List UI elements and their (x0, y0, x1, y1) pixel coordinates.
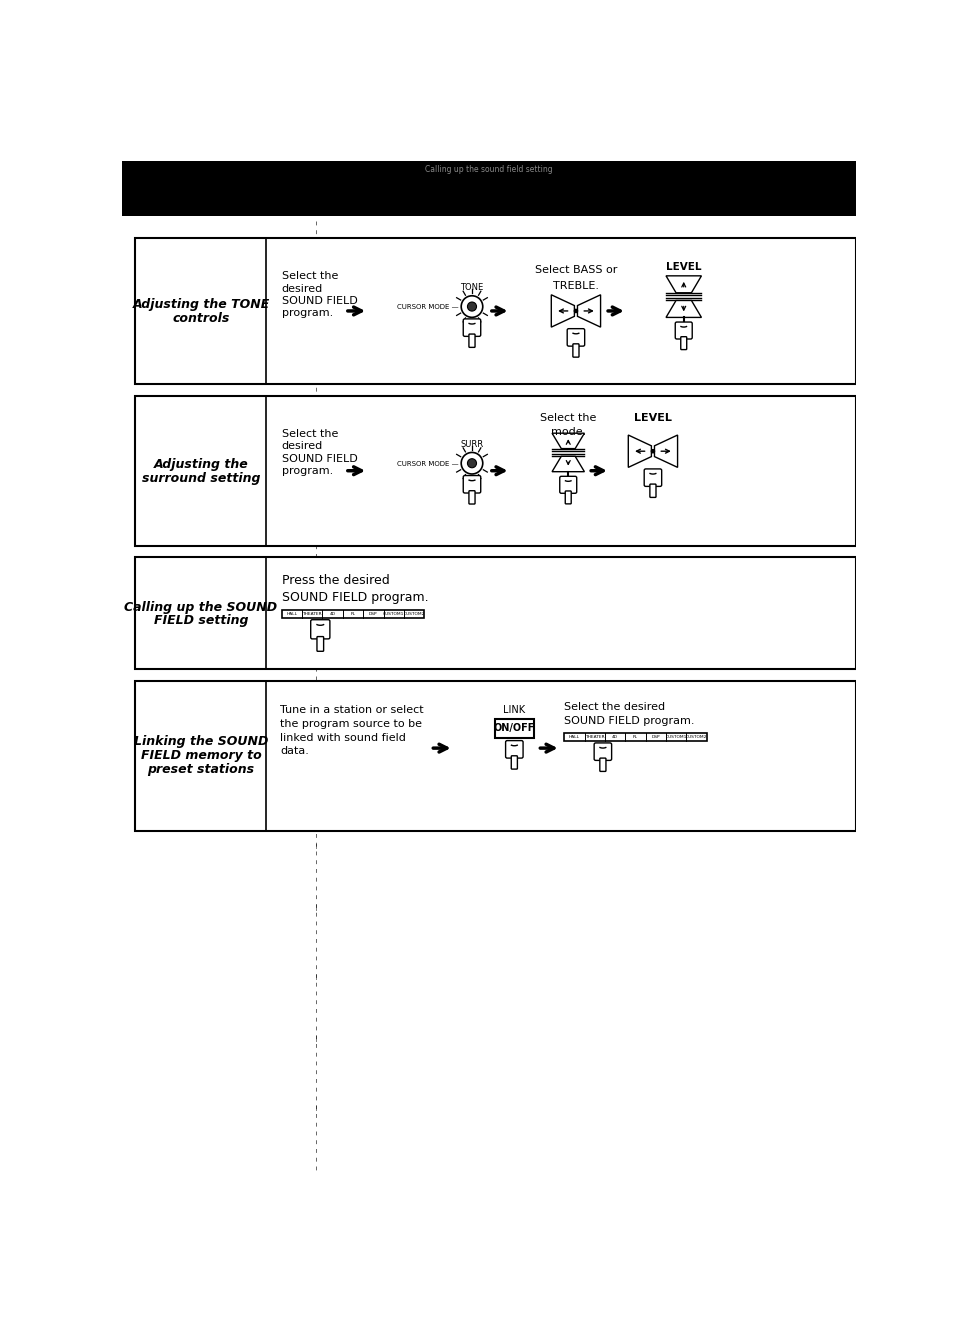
FancyBboxPatch shape (565, 490, 571, 504)
Circle shape (650, 449, 655, 453)
Text: CUSTOM2: CUSTOM2 (685, 736, 706, 740)
Polygon shape (552, 457, 584, 472)
Bar (135, 395, 856, 545)
Polygon shape (654, 436, 677, 468)
Text: desired: desired (281, 284, 323, 293)
Text: TONE: TONE (460, 283, 483, 292)
Text: CURSOR MODE —: CURSOR MODE — (396, 461, 458, 466)
Text: Tune in a station or select: Tune in a station or select (280, 705, 423, 714)
Text: SOUND FIELD: SOUND FIELD (281, 296, 357, 306)
Text: program.: program. (281, 308, 333, 319)
Circle shape (467, 302, 476, 311)
Text: THEATER: THEATER (302, 612, 322, 616)
Bar (495, 720, 533, 738)
Text: mode.: mode. (550, 426, 585, 437)
Text: CUSTOM1: CUSTOM1 (665, 736, 686, 740)
Text: PL: PL (633, 736, 638, 740)
FancyBboxPatch shape (469, 334, 475, 347)
Bar (135, 681, 856, 831)
Bar (564, 733, 706, 741)
FancyBboxPatch shape (680, 336, 686, 350)
Polygon shape (665, 276, 700, 292)
Text: SOUND FIELD: SOUND FIELD (281, 454, 357, 464)
Text: Select BASS or: Select BASS or (535, 265, 617, 275)
Text: 4D: 4D (612, 736, 618, 740)
Text: FIELD memory to: FIELD memory to (140, 749, 261, 762)
FancyBboxPatch shape (311, 619, 330, 639)
Circle shape (460, 453, 482, 474)
Text: surround setting: surround setting (142, 472, 260, 485)
FancyBboxPatch shape (594, 742, 611, 760)
FancyBboxPatch shape (649, 484, 656, 497)
Text: PL: PL (350, 612, 355, 616)
Text: HALL: HALL (568, 736, 579, 740)
Text: Linking the SOUND: Linking the SOUND (133, 736, 268, 748)
Bar (135, 237, 856, 385)
Polygon shape (665, 300, 700, 318)
Text: HALL: HALL (286, 612, 297, 616)
Text: THEATER: THEATER (584, 736, 604, 740)
Text: DSP: DSP (651, 736, 659, 740)
FancyBboxPatch shape (463, 319, 480, 336)
Text: SOUND FIELD program.: SOUND FIELD program. (281, 591, 428, 604)
Text: SURR: SURR (460, 440, 483, 449)
FancyBboxPatch shape (505, 741, 522, 758)
Text: CUSTOM2: CUSTOM2 (403, 612, 424, 616)
Text: LEVEL: LEVEL (634, 413, 671, 423)
FancyBboxPatch shape (675, 322, 692, 339)
FancyBboxPatch shape (469, 490, 475, 504)
Text: linked with sound field: linked with sound field (280, 733, 406, 742)
Text: desired: desired (281, 441, 323, 452)
Text: Adjusting the: Adjusting the (153, 458, 248, 472)
Text: SOUND FIELD program.: SOUND FIELD program. (564, 716, 694, 725)
Text: FIELD setting: FIELD setting (153, 614, 248, 627)
Text: Press the desired: Press the desired (281, 574, 389, 587)
Polygon shape (551, 295, 574, 327)
Circle shape (460, 296, 482, 318)
FancyBboxPatch shape (463, 476, 480, 493)
Text: TREBLE.: TREBLE. (553, 281, 598, 291)
Circle shape (467, 458, 476, 468)
Text: LINK: LINK (503, 705, 525, 716)
Text: the program source to be: the program source to be (280, 718, 422, 729)
FancyBboxPatch shape (567, 328, 584, 346)
Text: ON/OFF: ON/OFF (493, 724, 535, 733)
FancyBboxPatch shape (316, 636, 323, 651)
Text: Calling up the SOUND: Calling up the SOUND (124, 600, 277, 614)
Text: preset stations: preset stations (147, 762, 254, 776)
Polygon shape (577, 295, 600, 327)
Text: data.: data. (280, 746, 309, 756)
Polygon shape (552, 433, 584, 449)
Text: Adjusting the TONE: Adjusting the TONE (132, 299, 270, 311)
FancyBboxPatch shape (559, 476, 577, 493)
Text: Select the desired: Select the desired (564, 702, 665, 713)
Bar (135, 557, 856, 669)
Circle shape (573, 308, 578, 314)
Text: Select the: Select the (539, 413, 596, 423)
Bar (281, 610, 424, 618)
Text: controls: controls (172, 312, 230, 326)
Text: CURSOR MODE —: CURSOR MODE — (396, 304, 458, 311)
Polygon shape (628, 436, 651, 468)
FancyBboxPatch shape (643, 469, 661, 486)
Text: Calling up the sound field setting: Calling up the sound field setting (425, 165, 552, 174)
FancyBboxPatch shape (599, 758, 605, 772)
Bar (121, 161, 856, 216)
Text: DSP: DSP (369, 612, 377, 616)
Text: LEVEL: LEVEL (665, 263, 700, 272)
Text: program.: program. (281, 466, 333, 476)
Text: CUSTOM1: CUSTOM1 (383, 612, 404, 616)
Text: 4D: 4D (330, 612, 335, 616)
FancyBboxPatch shape (511, 756, 517, 769)
Text: Select the: Select the (281, 429, 337, 440)
FancyBboxPatch shape (572, 344, 578, 358)
Text: Select the: Select the (281, 271, 337, 281)
